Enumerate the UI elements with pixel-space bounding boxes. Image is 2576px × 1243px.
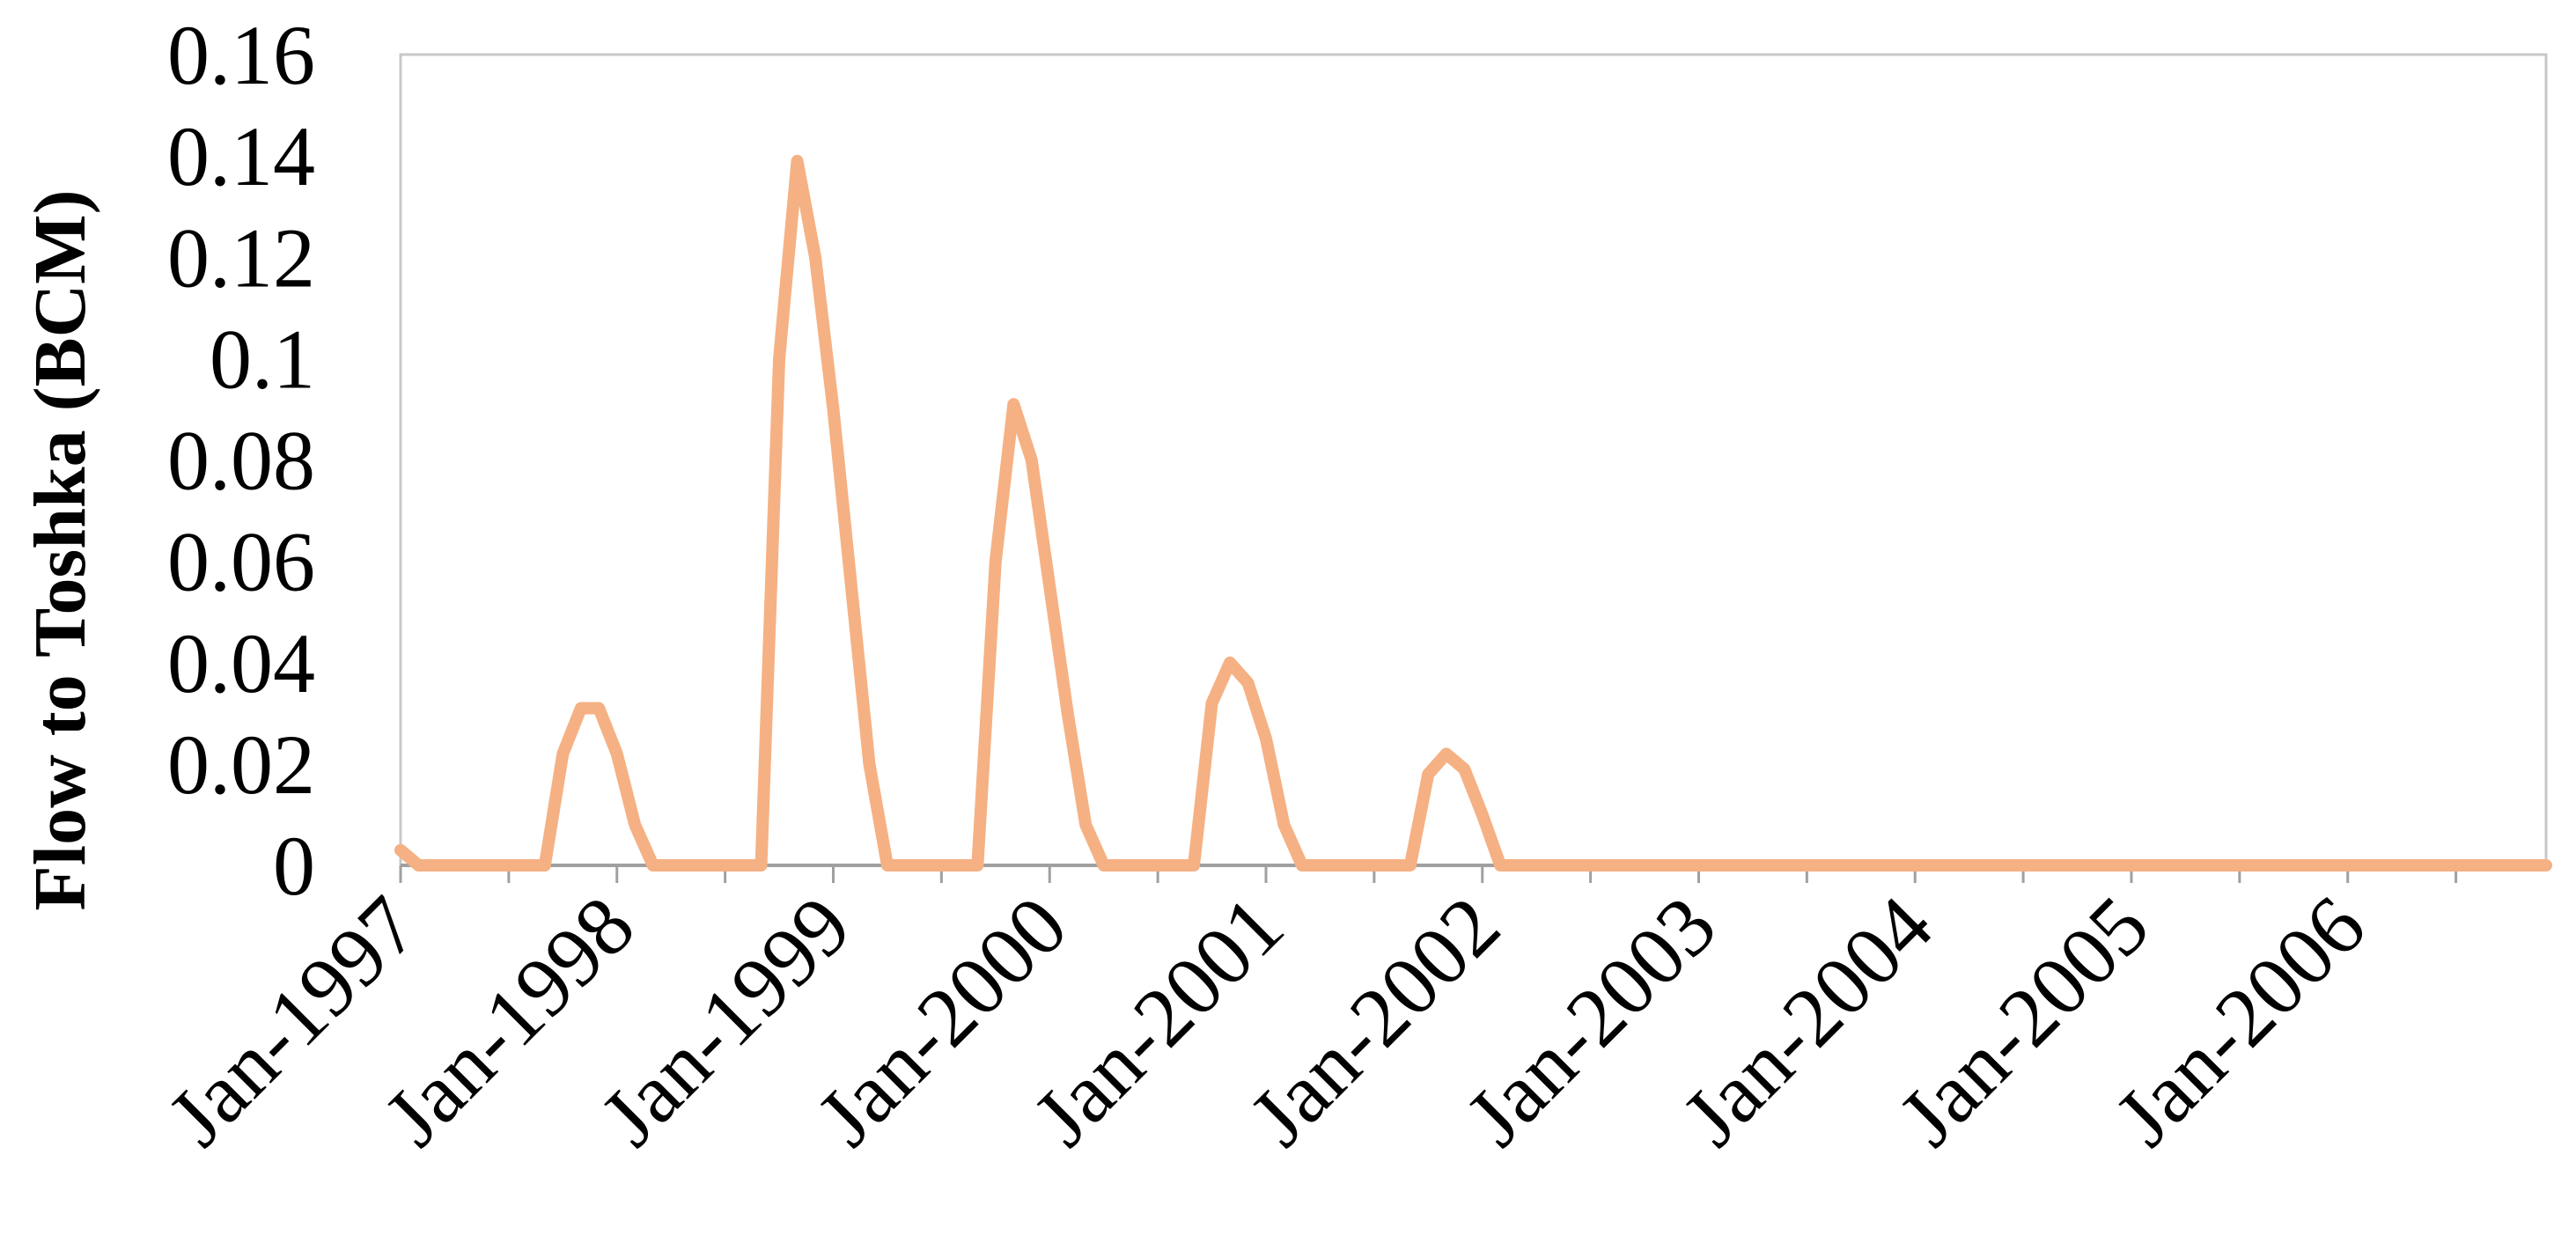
y-tick-label: 0.14 [167,109,315,203]
y-tick-label: 0 [273,819,315,913]
y-tick-label: 0.12 [167,210,315,305]
y-tick-label: 0.1 [210,312,315,406]
y-axis-label: Flow to Toshka (BCM) [19,189,101,910]
y-tick-label: 0.08 [167,414,315,508]
y-tick-label: 0.16 [167,8,315,102]
y-tick-label: 0.04 [167,616,315,710]
y-tick-label: 0.06 [167,515,315,609]
data-line [394,154,2552,872]
plot-border [399,53,2548,867]
y-tick-label: 0.02 [167,717,315,812]
